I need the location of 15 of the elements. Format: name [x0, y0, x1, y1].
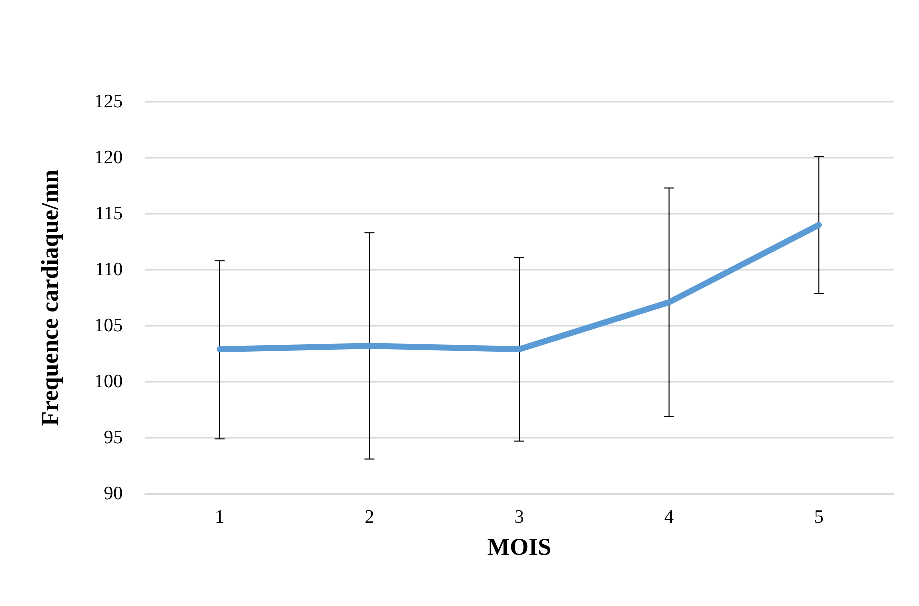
y-axis-title: Frequence cardiaque/mn: [38, 170, 64, 426]
x-tick-label: 2: [364, 507, 374, 528]
y-tick-label: 100: [94, 372, 123, 392]
x-tick-label: 4: [664, 507, 675, 528]
y-tick-label: 95: [104, 428, 123, 448]
y-tick-label: 115: [95, 204, 123, 224]
y-tick-label: 125: [94, 92, 123, 112]
y-tick-label: 110: [95, 260, 123, 280]
y-tick-label: 90: [104, 484, 123, 504]
x-axis-title: MOIS: [487, 535, 552, 561]
y-tick-label: 105: [94, 316, 123, 336]
y-tick-label: 120: [94, 148, 123, 168]
x-tick-label: 1: [215, 507, 225, 528]
x-tick-label: 5: [814, 507, 824, 528]
x-tick-label: 3: [514, 507, 524, 528]
